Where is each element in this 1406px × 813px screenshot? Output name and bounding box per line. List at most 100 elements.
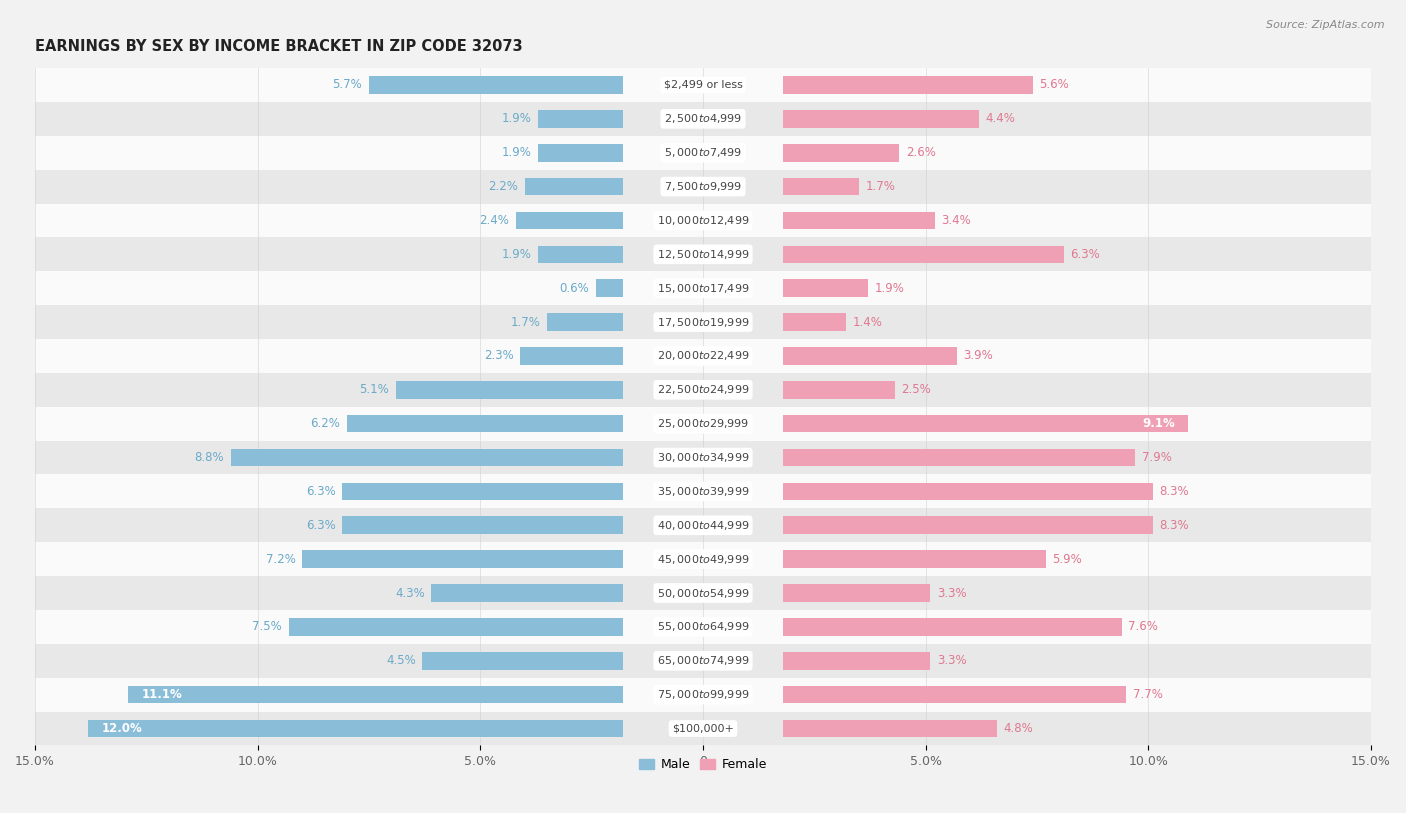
Text: 1.9%: 1.9% [502,112,531,125]
Text: $15,000 to $17,499: $15,000 to $17,499 [657,281,749,294]
Text: 6.2%: 6.2% [311,417,340,430]
Text: 0.6%: 0.6% [560,281,589,294]
Text: 2.6%: 2.6% [905,146,935,159]
Text: 7.2%: 7.2% [266,553,295,566]
Bar [342,516,623,534]
Text: $5,000 to $7,499: $5,000 to $7,499 [664,146,742,159]
Bar [35,339,1371,373]
Bar [35,305,1371,339]
Bar [783,415,1188,433]
Bar [783,313,845,331]
Bar [783,246,1064,263]
Bar [783,449,1135,467]
Bar [128,686,623,703]
Legend: Male, Female: Male, Female [634,754,772,776]
Bar [35,644,1371,678]
Text: 5.7%: 5.7% [333,79,363,92]
Bar [783,483,1153,500]
Text: $17,500 to $19,999: $17,500 to $19,999 [657,315,749,328]
Bar [783,381,894,398]
Text: 7.7%: 7.7% [1133,688,1163,701]
Bar [347,415,623,433]
Text: 3.3%: 3.3% [936,586,966,599]
Text: 5.6%: 5.6% [1039,79,1069,92]
Bar [35,542,1371,576]
Bar [432,585,623,602]
Bar [783,652,931,670]
Bar [35,406,1371,441]
Text: $22,500 to $24,999: $22,500 to $24,999 [657,383,749,396]
Text: 3.4%: 3.4% [941,214,972,227]
Bar [783,618,1122,636]
Text: 1.7%: 1.7% [866,180,896,193]
Bar [35,711,1371,746]
Bar [783,516,1153,534]
Text: $2,500 to $4,999: $2,500 to $4,999 [664,112,742,125]
Bar [783,211,935,229]
Bar [35,610,1371,644]
Text: EARNINGS BY SEX BY INCOME BRACKET IN ZIP CODE 32073: EARNINGS BY SEX BY INCOME BRACKET IN ZIP… [35,39,523,54]
Bar [783,550,1046,568]
Text: 6.3%: 6.3% [1070,248,1099,261]
Text: 1.9%: 1.9% [502,248,531,261]
Bar [342,483,623,500]
Text: 1.9%: 1.9% [502,146,531,159]
Text: 11.1%: 11.1% [142,688,183,701]
Bar [35,678,1371,711]
Text: 4.4%: 4.4% [986,112,1015,125]
Text: 8.3%: 8.3% [1160,519,1189,532]
Bar [783,347,957,365]
Text: 8.8%: 8.8% [194,451,224,464]
Text: Source: ZipAtlas.com: Source: ZipAtlas.com [1267,20,1385,30]
Bar [231,449,623,467]
Bar [35,576,1371,610]
Bar [596,280,623,297]
Bar [35,102,1371,136]
Text: 4.8%: 4.8% [1004,722,1033,735]
Text: 1.9%: 1.9% [875,281,904,294]
Bar [35,170,1371,203]
Text: 7.5%: 7.5% [252,620,283,633]
Text: $12,500 to $14,999: $12,500 to $14,999 [657,248,749,261]
Text: $45,000 to $49,999: $45,000 to $49,999 [657,553,749,566]
Text: $10,000 to $12,499: $10,000 to $12,499 [657,214,749,227]
Text: 3.9%: 3.9% [963,350,993,363]
Text: 4.3%: 4.3% [395,586,425,599]
Bar [35,475,1371,508]
Text: $30,000 to $34,999: $30,000 to $34,999 [657,451,749,464]
Text: $35,000 to $39,999: $35,000 to $39,999 [657,485,749,498]
Bar [35,203,1371,237]
Bar [538,144,623,162]
Bar [547,313,623,331]
Bar [35,272,1371,305]
Text: 7.6%: 7.6% [1129,620,1159,633]
Bar [783,178,859,195]
Text: 6.3%: 6.3% [307,519,336,532]
Text: $2,499 or less: $2,499 or less [664,80,742,90]
Text: $7,500 to $9,999: $7,500 to $9,999 [664,180,742,193]
Text: 8.3%: 8.3% [1160,485,1189,498]
Bar [783,720,997,737]
Text: 9.1%: 9.1% [1142,417,1175,430]
Text: $20,000 to $22,499: $20,000 to $22,499 [657,350,749,363]
Bar [35,237,1371,272]
Text: 12.0%: 12.0% [101,722,142,735]
Bar [89,720,623,737]
Bar [520,347,623,365]
Bar [516,211,623,229]
Bar [302,550,623,568]
Text: 1.7%: 1.7% [510,315,540,328]
Bar [538,246,623,263]
Bar [35,441,1371,475]
Text: 2.3%: 2.3% [484,350,513,363]
Bar [524,178,623,195]
Bar [783,144,898,162]
Text: 5.1%: 5.1% [360,383,389,396]
Bar [35,373,1371,406]
Text: 5.9%: 5.9% [1053,553,1083,566]
Text: $50,000 to $54,999: $50,000 to $54,999 [657,586,749,599]
Text: $25,000 to $29,999: $25,000 to $29,999 [657,417,749,430]
Text: 6.3%: 6.3% [307,485,336,498]
Text: 7.9%: 7.9% [1142,451,1171,464]
Text: $55,000 to $64,999: $55,000 to $64,999 [657,620,749,633]
